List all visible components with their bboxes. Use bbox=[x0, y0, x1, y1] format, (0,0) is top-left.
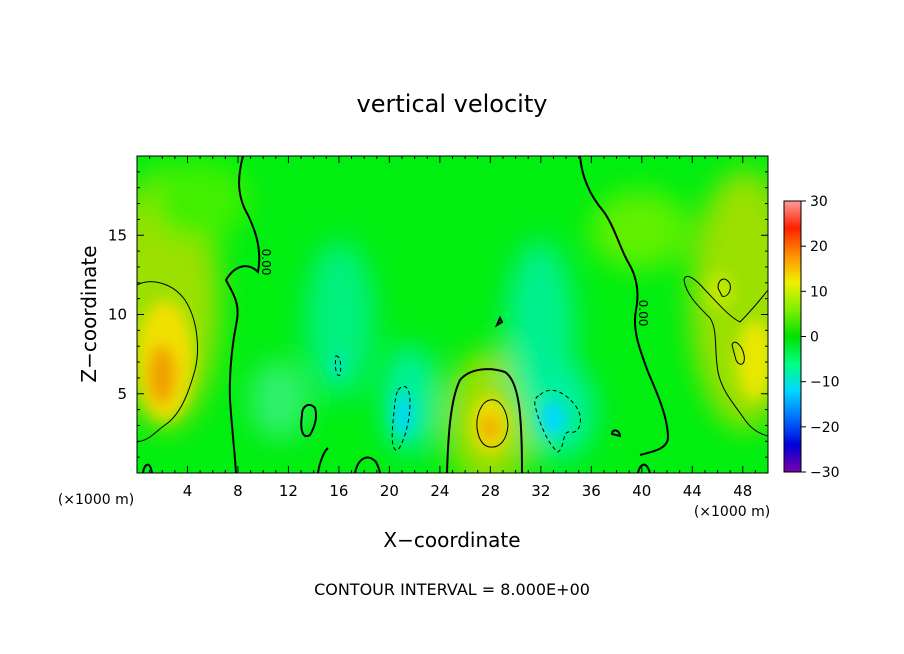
colorbar bbox=[783, 200, 802, 473]
x-tick-label: 12 bbox=[279, 482, 298, 500]
y-axis-ticks: 5 10 15 bbox=[108, 171, 768, 458]
chart-title: vertical velocity bbox=[357, 90, 548, 118]
x-axis-label: X−coordinate bbox=[383, 528, 520, 552]
x-tick-label: 28 bbox=[481, 482, 500, 500]
zero-contour-right bbox=[579, 156, 670, 456]
contour-interval-footer: CONTOUR INTERVAL = 8.000E+00 bbox=[314, 580, 590, 599]
x-tick-label: 4 bbox=[183, 482, 193, 500]
colorbar-tick-label: −20 bbox=[810, 420, 840, 436]
x-tick-label: 36 bbox=[582, 482, 601, 500]
x-tick-label: 16 bbox=[329, 482, 348, 500]
colorbar-tick-label: −30 bbox=[810, 465, 840, 481]
colorbar-tick-label: 10 bbox=[810, 284, 828, 300]
contour-label-left: 0.00 bbox=[259, 249, 273, 276]
colorbar-ticks: 30 20 10 0 −10 −20 −30 bbox=[801, 194, 840, 481]
y-axis-label: Z−coordinate bbox=[77, 245, 101, 382]
heatmap-field bbox=[137, 160, 768, 473]
x-tick-label: 40 bbox=[632, 482, 651, 500]
x-unit-right: (×1000 m) bbox=[694, 504, 770, 520]
x-tick-label: 44 bbox=[683, 482, 702, 500]
x-tick-label: 32 bbox=[531, 482, 550, 500]
y-tick-label: 5 bbox=[117, 385, 127, 403]
x-tick-label: 20 bbox=[380, 482, 399, 500]
y-tick-label: 15 bbox=[108, 226, 127, 244]
x-unit-left: (×1000 m) bbox=[58, 492, 134, 508]
x-axis-ticks: 4 8 12 16 20 24 28 32 36 40 44 48 bbox=[149, 156, 756, 500]
contour-lines bbox=[137, 156, 768, 473]
x-tick-label: 24 bbox=[430, 482, 449, 500]
contour-label-right: 0.00 bbox=[636, 300, 650, 327]
colorbar-tick-label: 20 bbox=[810, 239, 828, 255]
colorbar-tick-label: −10 bbox=[810, 375, 840, 391]
colorbar-tick-label: 30 bbox=[810, 194, 828, 210]
zero-contour-center bbox=[446, 368, 523, 473]
y-tick-label: 10 bbox=[108, 306, 127, 324]
colorbar-tick-label: 0 bbox=[810, 330, 819, 346]
zero-contour-left bbox=[224, 156, 261, 473]
x-tick-label: 8 bbox=[233, 482, 243, 500]
x-tick-label: 48 bbox=[733, 482, 752, 500]
